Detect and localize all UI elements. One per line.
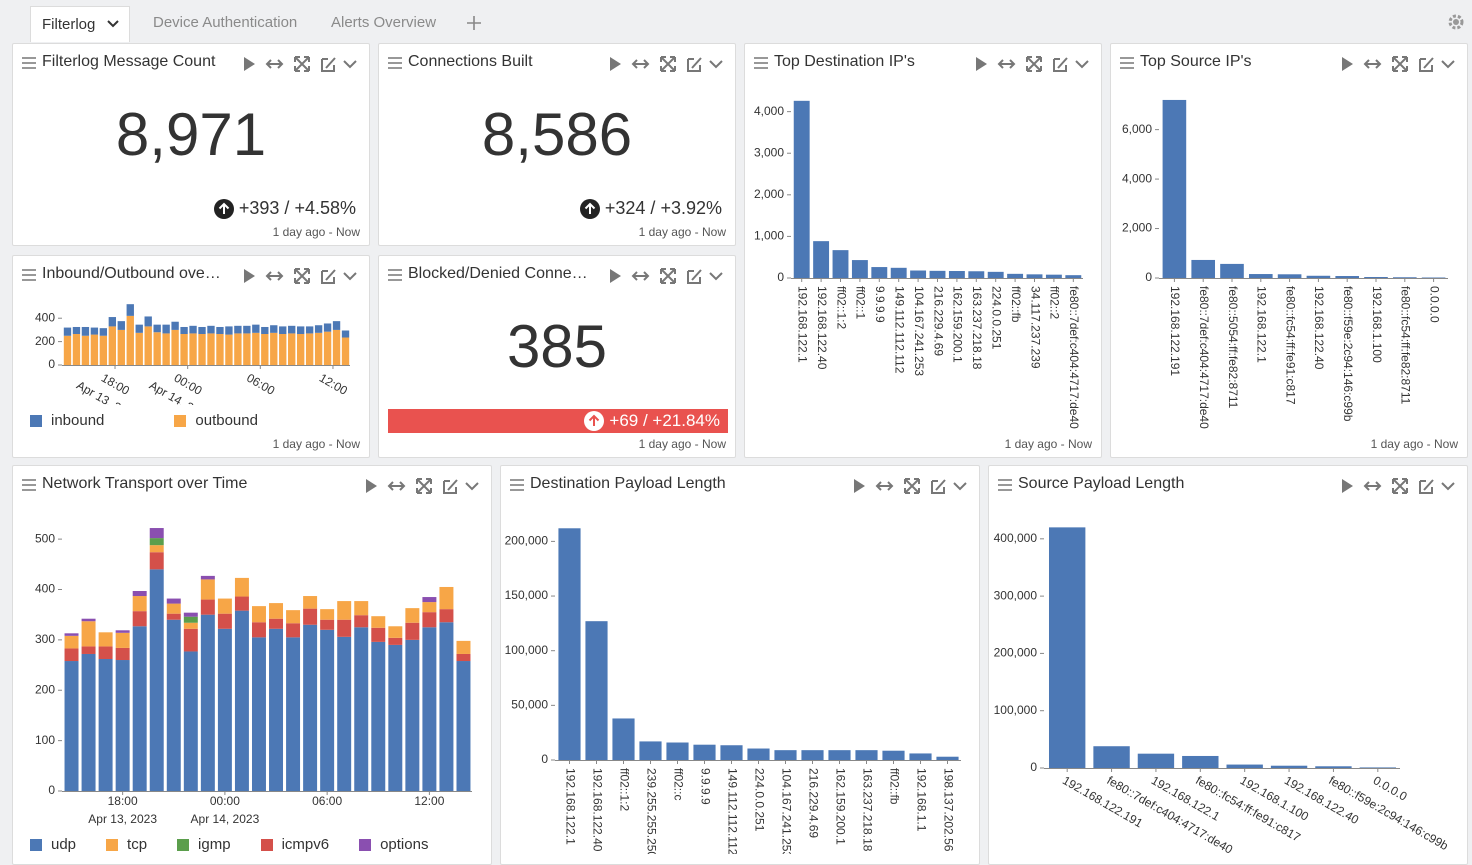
panel-title: Source Payload Length: [1018, 475, 1184, 493]
tab[interactable]: Device Authentication: [153, 14, 297, 31]
tab[interactable]: Alerts Overview: [331, 14, 436, 31]
panel: Top Source IP's 1 day ago - Now: [1110, 43, 1468, 458]
time-range: 1 day ago - Now: [639, 437, 726, 451]
legend-item[interactable]: igmp: [177, 836, 231, 853]
legend-item[interactable]: icmpv6: [261, 836, 330, 853]
legend-label: igmp: [198, 836, 231, 853]
up-icon: [584, 411, 604, 431]
time-range: 1 day ago - Now: [1005, 437, 1092, 451]
panel-actions[interactable]: [238, 266, 360, 286]
tab-bar: Filterlog Device Authentication Alerts O…: [0, 0, 1472, 43]
change-text: +69 / +21.84%: [609, 411, 720, 431]
legend-swatch: [174, 415, 186, 427]
legend-swatch: [30, 839, 42, 851]
menu-icon[interactable]: [22, 57, 36, 69]
menu-icon[interactable]: [388, 269, 402, 281]
chevron: [106, 19, 120, 29]
add-tab[interactable]: [466, 15, 482, 31]
legend-label: icmpv6: [282, 836, 330, 853]
change-text: +393 / +4.58%: [239, 198, 356, 219]
legend-swatch: [30, 415, 42, 427]
menu-icon[interactable]: [22, 479, 36, 491]
panel-actions[interactable]: [360, 476, 482, 496]
panel-title: Blocked/Denied Conne…: [408, 265, 588, 283]
menu-icon[interactable]: [22, 269, 36, 281]
legend-label: udp: [51, 836, 76, 853]
time-range: 1 day ago - Now: [273, 437, 360, 451]
legend-item[interactable]: inbound: [30, 412, 104, 429]
panel-actions[interactable]: [604, 266, 726, 286]
legend-swatch: [359, 839, 371, 851]
panel-title: Top Destination IP's: [774, 53, 915, 71]
panel: Network Transport over Time: [12, 465, 492, 865]
stat-value: 8,586: [379, 100, 735, 169]
panel-actions[interactable]: [970, 54, 1092, 74]
legend-item[interactable]: tcp: [106, 836, 147, 853]
panel-title: Destination Payload Length: [530, 475, 726, 493]
menu-icon[interactable]: [754, 57, 768, 69]
stat-value: 8,971: [13, 100, 369, 169]
legend: inbound outbound: [30, 412, 258, 429]
stat-change: +393 / +4.58%: [214, 198, 356, 219]
legend-swatch: [261, 839, 273, 851]
panel-actions[interactable]: [238, 54, 360, 74]
panel-title: Top Source IP's: [1140, 53, 1252, 71]
legend-item[interactable]: udp: [30, 836, 76, 853]
panel-actions[interactable]: [1336, 476, 1458, 496]
change-text: +324 / +3.92%: [605, 198, 722, 219]
panel: Blocked/Denied Conne… 385 +69 / +21.84% …: [378, 255, 736, 458]
legend-label: inbound: [51, 412, 104, 429]
legend-label: tcp: [127, 836, 147, 853]
menu-icon[interactable]: [1120, 57, 1134, 69]
settings[interactable]: [1447, 13, 1465, 31]
panel-title: Network Transport over Time: [42, 475, 247, 493]
stat-value: 385: [379, 312, 735, 381]
up-icon: [214, 199, 234, 219]
panel: Connections Built 8,586 +324 / +3.92% 1 …: [378, 43, 736, 246]
menu-icon[interactable]: [998, 479, 1012, 491]
up-icon: [580, 199, 600, 219]
stat-change: +69 / +21.84%: [388, 409, 728, 433]
legend-swatch: [106, 839, 118, 851]
legend-swatch: [177, 839, 189, 851]
panel: Filterlog Message Count 8,971 +393 / +4.…: [12, 43, 370, 246]
panel-actions[interactable]: [848, 476, 970, 496]
legend-item[interactable]: outbound: [174, 412, 258, 429]
panel-actions[interactable]: [1336, 54, 1458, 74]
panel-actions[interactable]: [604, 54, 726, 74]
time-range: 1 day ago - Now: [1371, 437, 1458, 451]
tab[interactable]: Filterlog: [30, 6, 130, 42]
legend-label: options: [380, 836, 428, 853]
panel: Source Payload Length: [988, 465, 1468, 865]
tab-label: Filterlog: [42, 16, 95, 33]
panel: Destination Payload Length: [500, 465, 980, 865]
time-range: 1 day ago - Now: [273, 225, 360, 239]
panel-title: Connections Built: [408, 53, 533, 71]
panel-title: Filterlog Message Count: [42, 53, 215, 71]
panel: Top Destination IP's 1 day ago - Now: [744, 43, 1102, 458]
menu-icon[interactable]: [388, 57, 402, 69]
time-range: 1 day ago - Now: [639, 225, 726, 239]
legend-label: outbound: [195, 412, 258, 429]
stat-change: +324 / +3.92%: [580, 198, 722, 219]
panel-title: Inbound/Outbound ove…: [42, 265, 221, 283]
legend: udp tcp igmp icmpv6 options: [30, 836, 428, 853]
menu-icon[interactable]: [510, 479, 524, 491]
legend-item[interactable]: options: [359, 836, 428, 853]
